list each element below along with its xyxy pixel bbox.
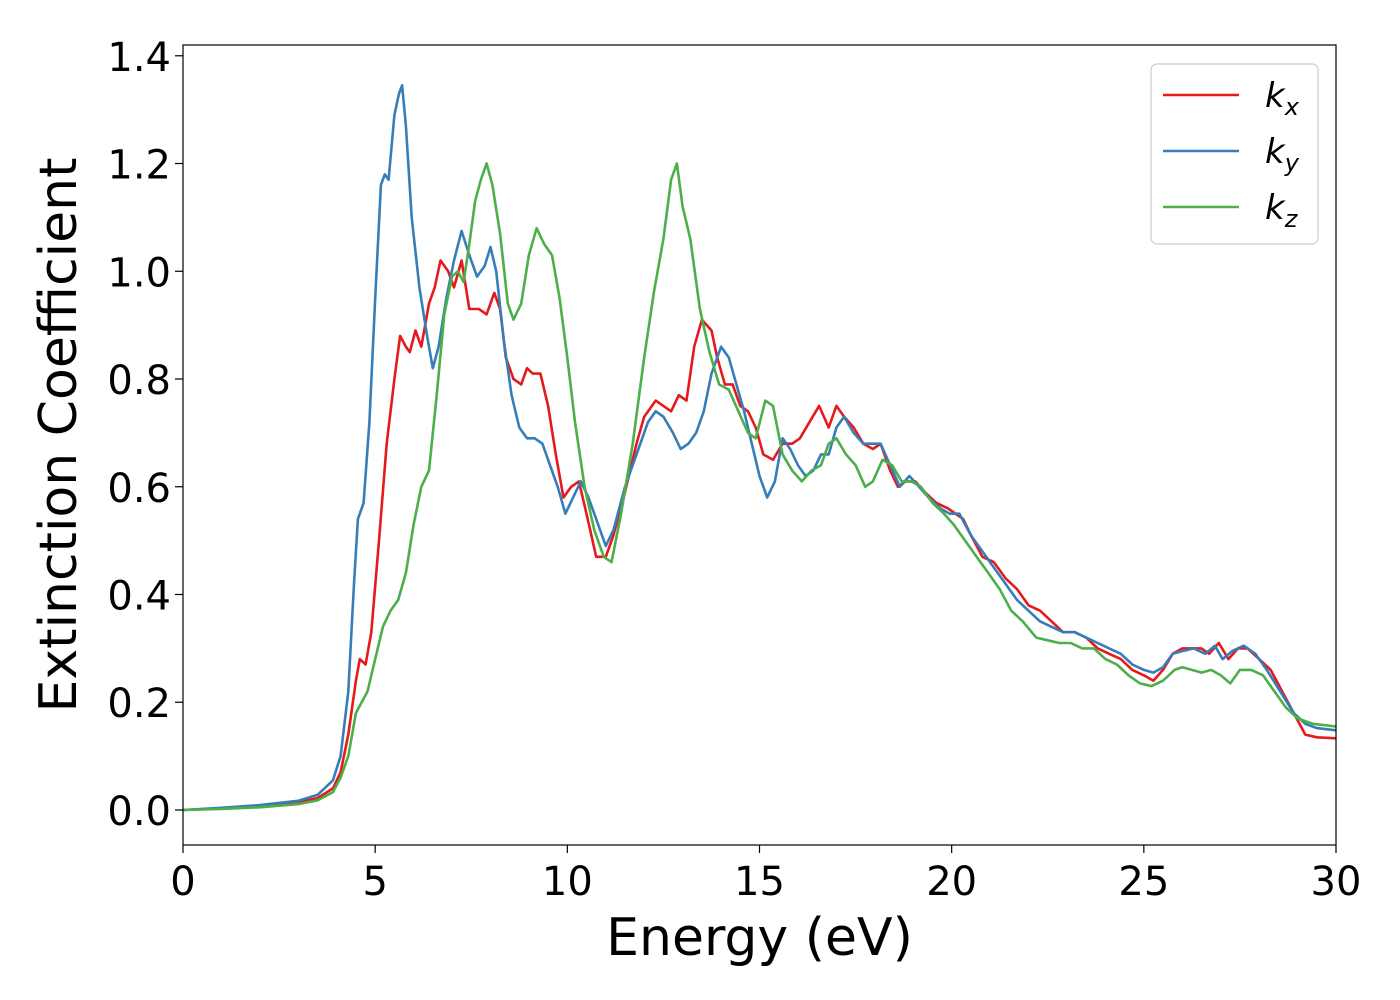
legend-label-k-y: ky <box>1265 132 1300 177</box>
y-tick-label: 0.6 <box>107 466 171 512</box>
y-tick-label: 1.0 <box>107 250 171 296</box>
y-tick-label: 0.8 <box>107 358 171 404</box>
y-axis-label: Extinction Coefficient <box>29 158 89 713</box>
series-line-k-y <box>183 84 1336 812</box>
x-tick-label: 30 <box>1311 859 1362 905</box>
legend-label-k-x: kx <box>1265 76 1300 121</box>
y-axis: 0.0 0.2 0.4 0.6 0.8 1.0 1.2 1.4 <box>107 35 183 835</box>
y-tick-label: 0.0 <box>107 789 171 835</box>
x-tick-label: 15 <box>734 859 785 905</box>
series-line-k-x <box>183 259 1336 812</box>
x-tick-label: 20 <box>926 859 977 905</box>
series-line-k-z <box>183 162 1336 812</box>
legend: kx ky kz <box>1150 63 1319 245</box>
y-tick-label: 0.2 <box>107 681 171 727</box>
legend-box <box>1150 63 1319 245</box>
x-tick-label: 10 <box>542 859 593 905</box>
x-axis: 0 5 10 15 20 25 30 <box>170 845 1361 905</box>
x-tick-label: 0 <box>170 859 195 905</box>
y-tick-label: 1.2 <box>107 143 171 189</box>
y-tick-label: 0.4 <box>107 573 171 619</box>
y-tick-label: 1.4 <box>107 35 171 81</box>
x-tick-label: 5 <box>362 859 387 905</box>
x-axis-label: Energy (eV) <box>606 908 913 968</box>
x-tick-label: 25 <box>1118 859 1169 905</box>
series-layer <box>183 84 1336 812</box>
legend-label-k-z: kz <box>1265 188 1299 233</box>
